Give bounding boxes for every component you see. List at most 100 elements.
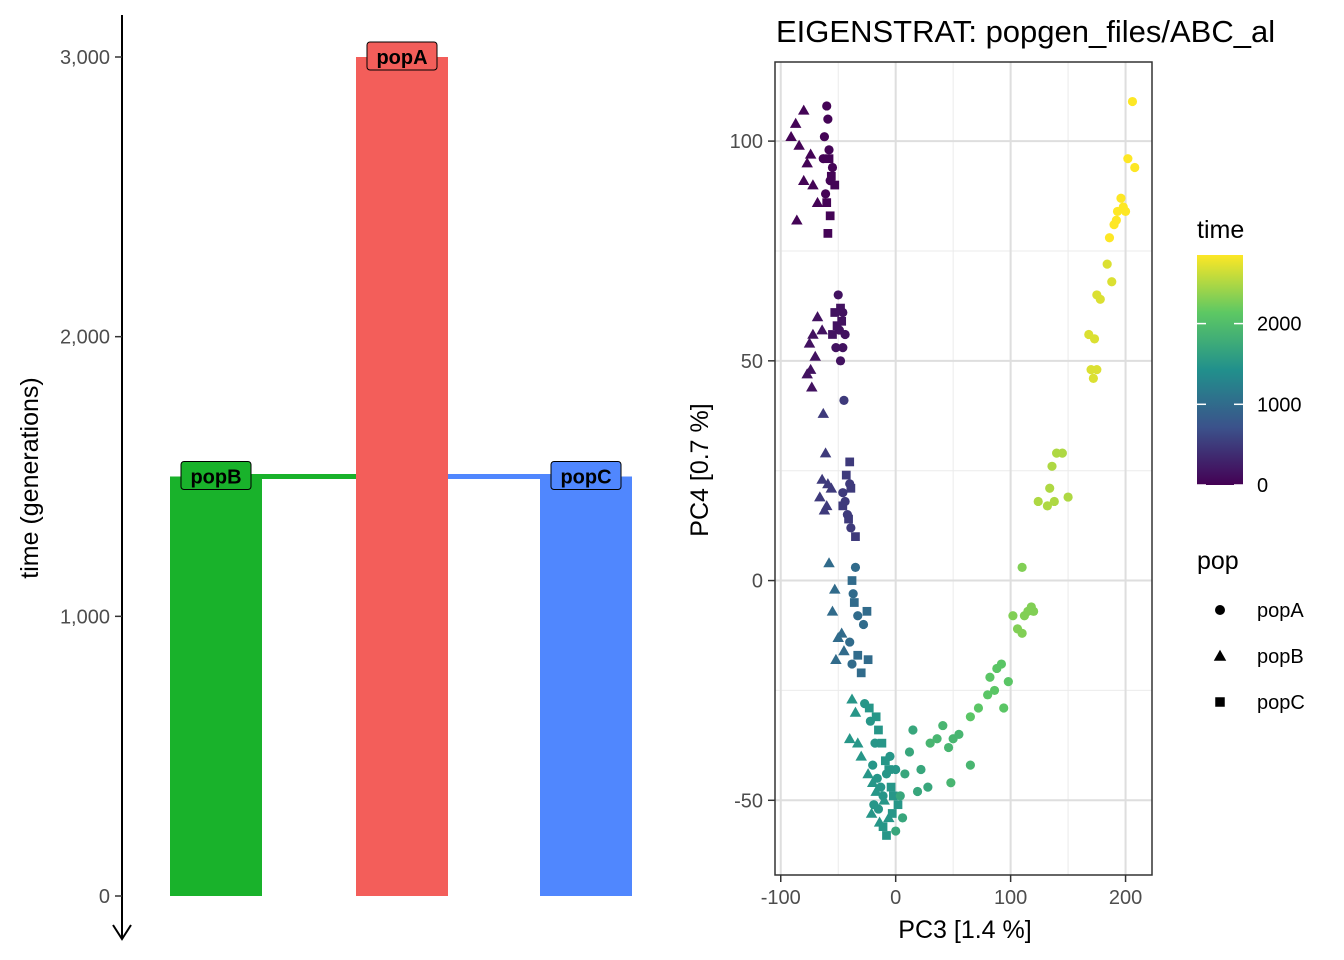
pca-point (1017, 628, 1027, 638)
pca-point (891, 826, 901, 836)
pca-point (891, 764, 901, 775)
pca-point (814, 491, 826, 502)
pca-point (797, 104, 810, 115)
time-axis (112, 15, 132, 941)
pca-point (895, 791, 905, 801)
population-bar-popB (170, 476, 262, 896)
pca-point (819, 132, 830, 142)
pca-point (828, 330, 837, 339)
pca-point (880, 756, 890, 766)
pca-point (849, 598, 859, 607)
pca-scatter-panel: EIGENSTRAT: popgen_files/ABC_al -100 0 100… (686, 14, 1275, 944)
pca-point (893, 800, 903, 810)
pca-point (985, 672, 995, 682)
pca-point (862, 768, 874, 779)
pca-point (838, 501, 848, 511)
pca-point (793, 139, 805, 150)
pca-point (1045, 483, 1055, 493)
pca-point (989, 685, 1000, 696)
pca-plot-title: EIGENSTRAT: popgen_files/ABC_al (776, 14, 1275, 49)
pca-point (825, 482, 838, 493)
pca-point (801, 157, 813, 168)
pca-point (816, 473, 828, 484)
pca-point (900, 769, 910, 779)
pca-point (872, 773, 882, 783)
pca-point (830, 308, 840, 317)
pca-point (851, 532, 860, 541)
pca-point (820, 189, 831, 199)
pca-point (886, 782, 896, 792)
pca-point (887, 809, 897, 818)
colorbar-tick-label: 2000 (1257, 314, 1302, 336)
pca-point (1088, 373, 1098, 384)
pca-point (855, 750, 867, 761)
pca-point (806, 381, 818, 392)
pca-point (1003, 677, 1013, 687)
pca-point (856, 668, 866, 678)
pca-point (845, 457, 855, 467)
pca-point (791, 214, 803, 225)
pca-point (916, 764, 926, 775)
pca-point (1057, 448, 1067, 458)
pca-point (830, 180, 840, 190)
pca-x-axis-title: PC3 [1.4 %] (898, 916, 1031, 944)
pca-point (923, 782, 933, 792)
pca-point (849, 706, 862, 717)
pca-point (865, 807, 878, 818)
population-label-box-popA (366, 41, 438, 71)
pca-point (870, 738, 880, 748)
pca-point (863, 655, 873, 665)
pca-point (938, 720, 948, 731)
pca-point (830, 653, 842, 664)
pca-point (876, 782, 886, 792)
pca-point (954, 729, 964, 739)
pca-point (797, 174, 810, 185)
pca-point (838, 488, 848, 498)
pca-point (1026, 602, 1036, 612)
pca-point (838, 645, 850, 656)
pca-point (1123, 154, 1133, 164)
pca-point (844, 514, 853, 524)
population-label-box-popB (180, 461, 252, 490)
pop-legend-key-popC (1215, 697, 1225, 707)
pca-point (1107, 277, 1117, 287)
time-colorbar (1197, 255, 1243, 485)
pca-point (846, 523, 856, 533)
pca-point (973, 703, 984, 713)
pca-point (804, 148, 817, 159)
pca-point (785, 130, 797, 142)
pca-point (852, 737, 864, 748)
pca-point (1042, 501, 1053, 511)
pca-point (826, 605, 839, 616)
pca-point (817, 407, 830, 418)
pca-point (983, 690, 993, 700)
pca-point (1063, 492, 1073, 502)
population-bar-popA (356, 57, 448, 896)
pca-point (1111, 215, 1121, 225)
pca-point (803, 337, 816, 348)
pca-point (965, 760, 975, 770)
pca-point (943, 742, 954, 753)
pca-point (878, 822, 888, 832)
time-axis-arrowhead (112, 924, 132, 941)
pca-point (801, 368, 813, 379)
pca-point (825, 211, 835, 221)
pca-point (874, 725, 883, 735)
pca-point (1033, 496, 1043, 507)
pca-point (818, 504, 831, 515)
population-tree-panel: 0 1,000 2,000 3,000 time (generations) popB… (16, 15, 632, 941)
pca-point (870, 785, 882, 796)
pca-point (996, 659, 1007, 669)
pca-point (822, 198, 832, 207)
pca-point (816, 324, 828, 335)
pca-point (832, 321, 842, 331)
pca-point (882, 831, 891, 840)
pop-shape-legend: pop popA popB popC (1197, 547, 1305, 714)
pca-point (823, 114, 833, 124)
pca-y-tick-label: 50 (741, 351, 763, 373)
pca-point (839, 395, 849, 405)
pca-point (999, 703, 1009, 713)
pca-point (847, 659, 857, 669)
pca-point (908, 725, 918, 735)
pca-point (836, 303, 845, 313)
